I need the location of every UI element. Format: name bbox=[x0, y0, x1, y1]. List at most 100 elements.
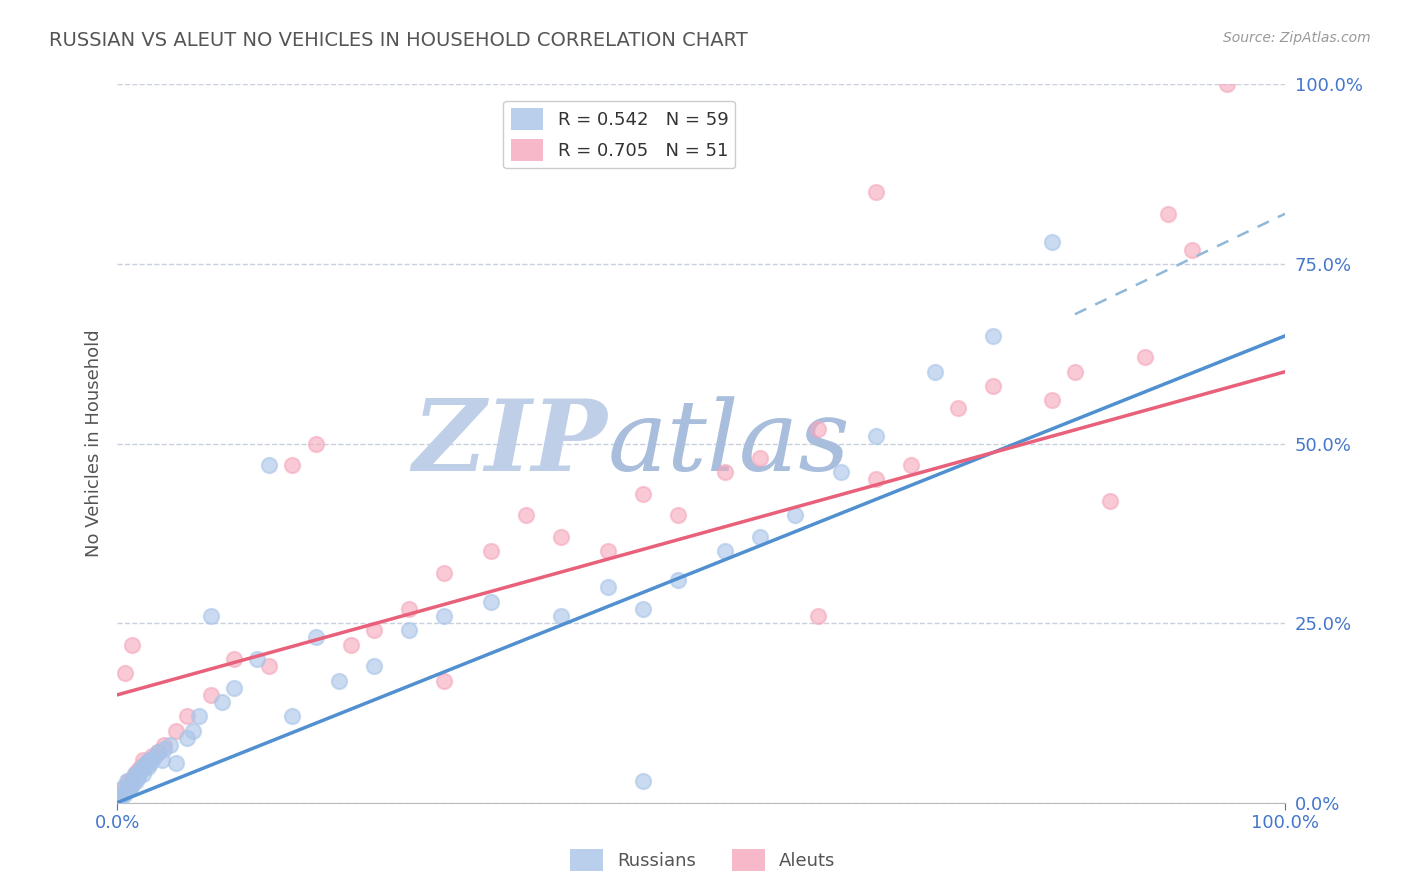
Point bbox=[110, 789, 132, 803]
Point bbox=[115, 774, 138, 789]
Point bbox=[479, 544, 502, 558]
Point bbox=[136, 760, 159, 774]
Point bbox=[433, 673, 456, 688]
Point bbox=[114, 666, 136, 681]
Point bbox=[139, 752, 162, 766]
Point bbox=[125, 774, 148, 789]
Point bbox=[596, 580, 619, 594]
Point bbox=[257, 659, 280, 673]
Point bbox=[138, 752, 160, 766]
Point bbox=[281, 709, 304, 723]
Point bbox=[112, 781, 135, 796]
Point bbox=[550, 530, 572, 544]
Point bbox=[122, 774, 145, 789]
Point bbox=[830, 465, 852, 479]
Point bbox=[807, 608, 830, 623]
Point bbox=[281, 458, 304, 472]
Point bbox=[1157, 207, 1180, 221]
Point bbox=[433, 566, 456, 580]
Point bbox=[924, 365, 946, 379]
Point bbox=[129, 760, 152, 774]
Point bbox=[132, 752, 155, 766]
Point bbox=[981, 379, 1004, 393]
Point bbox=[128, 767, 150, 781]
Point bbox=[328, 673, 350, 688]
Point bbox=[1181, 243, 1204, 257]
Point bbox=[246, 652, 269, 666]
Y-axis label: No Vehicles in Household: No Vehicles in Household bbox=[86, 330, 103, 558]
Point bbox=[112, 781, 135, 796]
Point bbox=[129, 764, 152, 778]
Point bbox=[946, 401, 969, 415]
Point bbox=[748, 450, 770, 465]
Point bbox=[153, 741, 176, 756]
Point bbox=[141, 752, 163, 766]
Legend: Russians, Aleuts: Russians, Aleuts bbox=[564, 842, 842, 879]
Point bbox=[305, 631, 328, 645]
Point bbox=[900, 458, 922, 472]
Point bbox=[1040, 393, 1063, 408]
Point bbox=[200, 688, 222, 702]
Point bbox=[125, 767, 148, 781]
Point bbox=[165, 723, 187, 738]
Point bbox=[110, 789, 132, 803]
Point bbox=[596, 544, 619, 558]
Point bbox=[120, 774, 142, 789]
Point bbox=[865, 429, 887, 443]
Point bbox=[132, 767, 155, 781]
Point bbox=[187, 709, 209, 723]
Point bbox=[363, 624, 385, 638]
Point bbox=[363, 659, 385, 673]
Text: Source: ZipAtlas.com: Source: ZipAtlas.com bbox=[1223, 31, 1371, 45]
Point bbox=[153, 738, 176, 752]
Point bbox=[666, 508, 689, 523]
Point bbox=[666, 573, 689, 587]
Point bbox=[165, 756, 187, 770]
Point bbox=[631, 774, 654, 789]
Point bbox=[713, 544, 735, 558]
Point bbox=[305, 436, 328, 450]
Point bbox=[124, 767, 146, 781]
Point bbox=[550, 608, 572, 623]
Point bbox=[150, 752, 173, 766]
Point bbox=[131, 760, 153, 774]
Point bbox=[124, 767, 146, 781]
Point bbox=[112, 789, 135, 803]
Point bbox=[135, 756, 157, 770]
Text: atlas: atlas bbox=[607, 396, 851, 491]
Point bbox=[143, 748, 166, 763]
Point bbox=[176, 709, 198, 723]
Point bbox=[127, 771, 149, 785]
Point bbox=[121, 638, 143, 652]
Point bbox=[139, 756, 162, 770]
Point bbox=[479, 594, 502, 608]
Point bbox=[1098, 494, 1121, 508]
Point bbox=[339, 638, 361, 652]
Point bbox=[748, 530, 770, 544]
Point bbox=[222, 681, 245, 695]
Point bbox=[398, 624, 420, 638]
Point bbox=[257, 458, 280, 472]
Legend: R = 0.542   N = 59, R = 0.705   N = 51: R = 0.542 N = 59, R = 0.705 N = 51 bbox=[503, 101, 735, 169]
Point bbox=[211, 695, 233, 709]
Point bbox=[181, 723, 204, 738]
Point bbox=[1133, 351, 1156, 365]
Point bbox=[1216, 78, 1239, 92]
Point bbox=[118, 781, 141, 796]
Point bbox=[141, 748, 163, 763]
Point bbox=[807, 422, 830, 436]
Point bbox=[121, 778, 143, 792]
Point bbox=[146, 745, 169, 759]
Point bbox=[135, 756, 157, 770]
Point bbox=[222, 652, 245, 666]
Text: ZIP: ZIP bbox=[413, 395, 607, 491]
Point bbox=[1064, 365, 1087, 379]
Point bbox=[127, 764, 149, 778]
Point bbox=[865, 185, 887, 199]
Point bbox=[631, 601, 654, 615]
Point bbox=[146, 745, 169, 759]
Point bbox=[118, 778, 141, 792]
Point bbox=[631, 487, 654, 501]
Point bbox=[159, 738, 181, 752]
Point bbox=[118, 781, 141, 796]
